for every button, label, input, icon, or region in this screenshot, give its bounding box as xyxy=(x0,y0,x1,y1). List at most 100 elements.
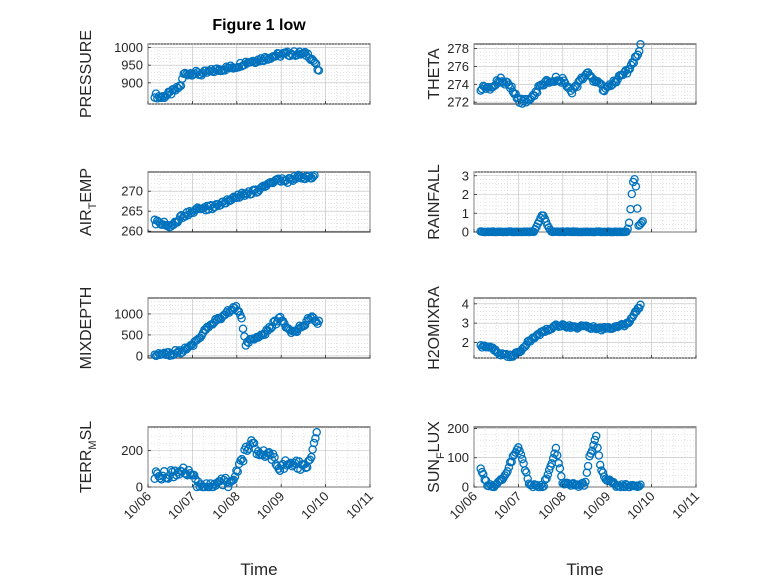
data-point xyxy=(303,313,313,323)
data-point xyxy=(559,320,569,330)
data-point xyxy=(590,435,600,445)
y-tick-label: 0 xyxy=(136,480,143,495)
data-point xyxy=(535,482,545,492)
x-tick-label: 10/11 xyxy=(669,489,702,522)
x-tick-label: 10/08 xyxy=(209,489,243,523)
data-point xyxy=(158,91,168,101)
data-point xyxy=(523,95,532,104)
x-tick-label: 10/07 xyxy=(491,489,525,523)
data-point xyxy=(151,467,161,476)
y-tick-label: 100 xyxy=(447,450,469,465)
y-tick-label: 900 xyxy=(121,75,143,90)
subplot-h2omixra: 2 3 4 H2OMIXRA xyxy=(426,286,697,370)
x-tick-label: 10/06 xyxy=(447,489,481,523)
y-tick-label: 2 xyxy=(462,187,469,202)
data-point xyxy=(515,446,524,456)
data-point xyxy=(507,457,516,467)
data-point xyxy=(543,470,553,479)
data-point xyxy=(311,434,320,443)
x-tick-label: 10/07 xyxy=(165,489,199,523)
y-tick-label: 278 xyxy=(447,41,469,56)
y-axis-label: TERRMSL xyxy=(78,421,99,493)
data-point xyxy=(280,319,289,328)
data-point xyxy=(307,312,317,321)
y-tick-label: 0 xyxy=(136,348,143,363)
data-point xyxy=(594,78,604,87)
data-point xyxy=(194,334,204,343)
y-axis-label: PRESSURE xyxy=(78,30,95,118)
data-point xyxy=(622,69,632,78)
data-point xyxy=(570,82,579,92)
y-tick-label: 0 xyxy=(462,225,469,240)
data-point xyxy=(636,300,645,310)
subplot-air: 260 265 270 AIRTEMP xyxy=(78,168,371,239)
data-point xyxy=(578,75,587,84)
data-point xyxy=(230,472,240,481)
y-tick-label: 1000 xyxy=(114,306,143,321)
data-point xyxy=(314,66,324,75)
data-point xyxy=(591,431,601,441)
data-point xyxy=(176,349,186,358)
data-point xyxy=(237,454,247,464)
data-point xyxy=(238,457,248,466)
y-axis-label: RAINFALL xyxy=(426,164,443,240)
data-point xyxy=(310,170,319,180)
data-point xyxy=(542,474,551,483)
data-point xyxy=(595,79,605,88)
subplot-theta: 272 274 276 278 THETA xyxy=(426,40,697,110)
data-point xyxy=(310,58,320,67)
data-point xyxy=(631,182,641,191)
data-point xyxy=(309,438,319,448)
x-axis-label: Time xyxy=(240,560,277,579)
x-axis-label: Time xyxy=(566,560,603,579)
data-point xyxy=(518,454,527,464)
data-point xyxy=(224,308,234,317)
data-point xyxy=(511,89,520,99)
data-point xyxy=(552,451,562,460)
data-point xyxy=(267,455,277,464)
subplot-rainfall: 0 1 2 3 RAINFALL xyxy=(426,164,697,240)
data-point xyxy=(520,466,530,475)
data-point xyxy=(624,318,633,328)
y-tick-label: 1 xyxy=(462,206,469,221)
x-tick-label: 10/11 xyxy=(343,489,376,522)
y-axis-label: THETA xyxy=(426,48,443,100)
data-point xyxy=(195,333,205,342)
data-point xyxy=(535,81,545,90)
data-point xyxy=(555,76,565,86)
data-point xyxy=(583,461,593,471)
subplot-pressure: 900 950 1000 PRESSURE xyxy=(78,30,371,118)
data-point xyxy=(174,215,184,225)
subplot-mixdepth: 0 500 1000 MIXDEPTH xyxy=(78,287,371,370)
data-point xyxy=(299,321,309,331)
y-tick-label: 200 xyxy=(447,421,469,436)
data-point xyxy=(220,66,230,75)
y-tick-label: 3 xyxy=(462,168,469,183)
data-point xyxy=(555,464,565,473)
y-tick-label: 4 xyxy=(462,296,469,311)
y-tick-label: 1000 xyxy=(114,40,143,55)
chart-title: Figure 1 low xyxy=(212,17,306,34)
data-point xyxy=(633,204,642,213)
data-point xyxy=(554,459,563,468)
data-point xyxy=(312,427,321,437)
y-tick-label: 3 xyxy=(462,316,469,331)
data-point xyxy=(189,470,199,480)
y-tick-label: 260 xyxy=(121,224,143,239)
data-point xyxy=(581,477,590,487)
data-point xyxy=(300,320,310,330)
data-point xyxy=(634,482,644,491)
data-point xyxy=(503,467,512,476)
data-point xyxy=(585,70,594,80)
y-tick-label: 2 xyxy=(462,335,469,350)
data-point xyxy=(507,82,516,91)
y-axis-label: MIXDEPTH xyxy=(78,287,95,370)
y-tick-label: 500 xyxy=(121,327,143,342)
x-tick-label: 10/09 xyxy=(254,489,288,523)
data-point xyxy=(594,451,604,460)
x-tick-label: 10/09 xyxy=(580,489,614,523)
y-tick-label: 265 xyxy=(121,204,143,219)
